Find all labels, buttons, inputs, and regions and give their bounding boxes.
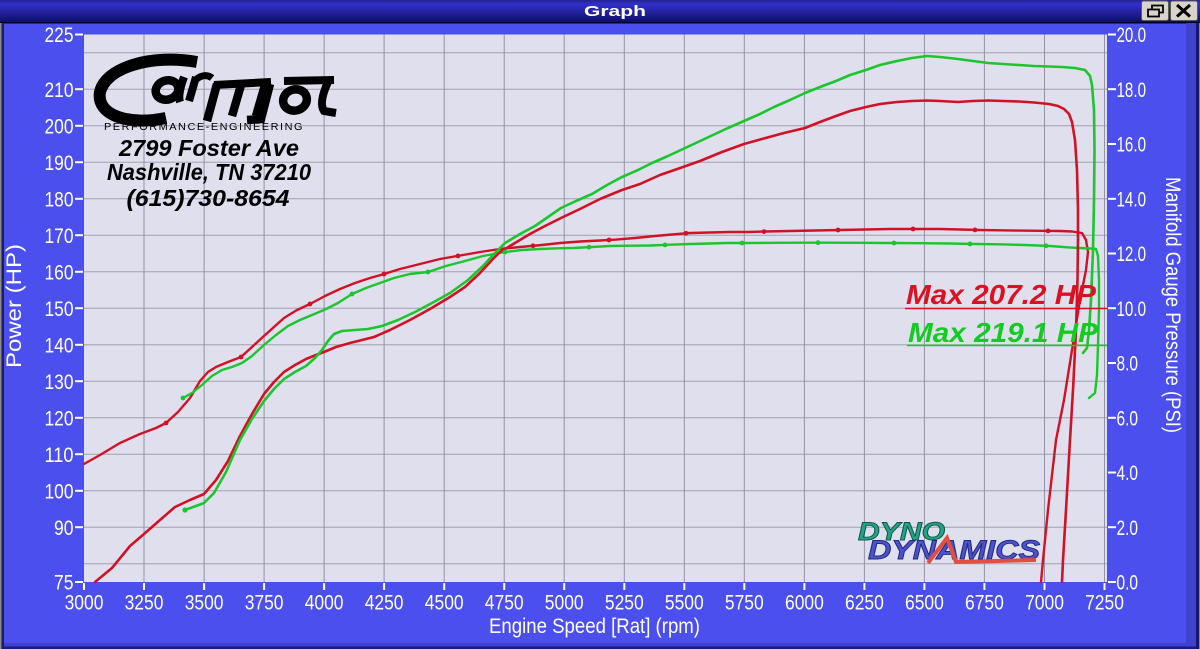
svg-text:PERFORMANCE-ENGINEERING: PERFORMANCE-ENGINEERING — [104, 122, 304, 133]
svg-text:2799 Foster Ave: 2799 Foster Ave — [118, 135, 299, 161]
svg-text:12.0: 12.0 — [1117, 243, 1147, 266]
svg-text:6250: 6250 — [845, 592, 884, 615]
svg-text:Power (HP): Power (HP) — [3, 244, 26, 368]
svg-text:140: 140 — [45, 334, 74, 357]
svg-text:3500: 3500 — [185, 592, 224, 615]
svg-text:Max 207.2 HP: Max 207.2 HP — [906, 279, 1096, 310]
svg-text:4750: 4750 — [485, 592, 524, 615]
svg-text:6.0: 6.0 — [1117, 407, 1139, 430]
svg-text:0.0: 0.0 — [1117, 572, 1139, 595]
svg-text:6500: 6500 — [905, 592, 944, 615]
svg-text:2.0: 2.0 — [1117, 517, 1139, 540]
svg-text:4500: 4500 — [425, 592, 464, 615]
svg-text:18.0: 18.0 — [1117, 79, 1147, 102]
svg-text:225: 225 — [45, 24, 74, 47]
svg-text:200: 200 — [45, 115, 74, 138]
svg-text:5000: 5000 — [545, 592, 584, 615]
svg-text:6750: 6750 — [965, 592, 1004, 615]
svg-text:160: 160 — [45, 261, 74, 284]
svg-text:170: 170 — [45, 225, 74, 248]
svg-text:180: 180 — [45, 188, 74, 211]
svg-text:3250: 3250 — [125, 592, 164, 615]
svg-text:75: 75 — [54, 572, 74, 595]
svg-text:DYNO: DYNO — [858, 518, 946, 546]
svg-text:8.0: 8.0 — [1117, 353, 1139, 376]
svg-text:Graph: Graph — [584, 3, 646, 20]
svg-text:120: 120 — [45, 407, 74, 430]
svg-text:4000: 4000 — [305, 592, 344, 615]
svg-text:16.0: 16.0 — [1117, 134, 1147, 157]
svg-text:7000: 7000 — [1025, 592, 1064, 615]
svg-text:20.0: 20.0 — [1117, 24, 1147, 47]
svg-text:4250: 4250 — [365, 592, 404, 615]
svg-text:90: 90 — [54, 517, 74, 540]
svg-text:(615)730-8654: (615)730-8654 — [127, 185, 290, 211]
svg-text:Max 219.1 HP: Max 219.1 HP — [908, 317, 1098, 348]
svg-text:Manifold Gauge Pressure (PSI): Manifold Gauge Pressure (PSI) — [1161, 177, 1184, 433]
svg-text:Engine Speed [Rat] (rpm): Engine Speed [Rat] (rpm) — [489, 615, 700, 638]
svg-text:14.0: 14.0 — [1117, 188, 1147, 211]
svg-text:130: 130 — [45, 371, 74, 394]
svg-text:150: 150 — [45, 298, 74, 321]
svg-text:10.0: 10.0 — [1117, 298, 1147, 321]
svg-text:6000: 6000 — [785, 592, 824, 615]
svg-text:190: 190 — [45, 152, 74, 175]
svg-text:Nashville, TN 37210: Nashville, TN 37210 — [107, 159, 311, 185]
svg-text:100: 100 — [45, 480, 74, 503]
svg-text:3000: 3000 — [65, 592, 104, 615]
svg-text:210: 210 — [45, 79, 74, 102]
svg-text:5750: 5750 — [725, 592, 764, 615]
svg-text:4.0: 4.0 — [1117, 462, 1139, 485]
svg-text:110: 110 — [45, 444, 74, 467]
svg-text:7250: 7250 — [1085, 592, 1124, 615]
svg-text:5250: 5250 — [605, 592, 644, 615]
svg-text:5500: 5500 — [665, 592, 704, 615]
svg-text:3750: 3750 — [245, 592, 284, 615]
